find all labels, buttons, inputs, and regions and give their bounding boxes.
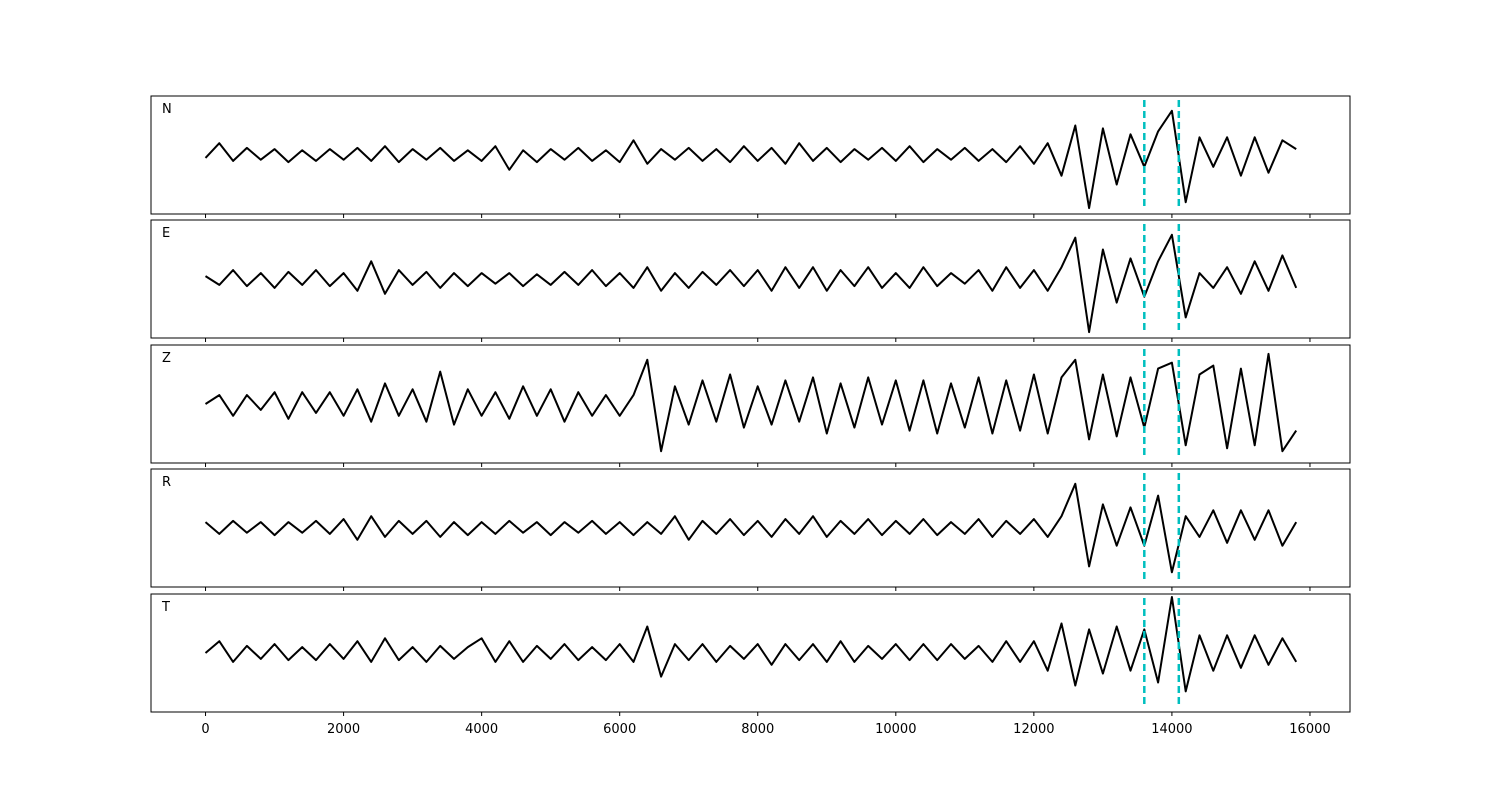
x-tick-label: 10000: [875, 722, 916, 737]
x-tick-label: 8000: [741, 722, 774, 737]
panel-frame: [150, 468, 1351, 588]
panel-frame: [150, 219, 1351, 339]
x-tick-label: 14000: [1151, 722, 1192, 737]
x-tick-label: 4000: [465, 722, 498, 737]
panel-label: R: [162, 475, 171, 490]
trace: [204, 596, 1298, 693]
trace: [204, 482, 1298, 574]
panel-label: Z: [162, 351, 171, 366]
trace: [204, 233, 1298, 334]
panel-label: N: [162, 102, 172, 117]
panel-label: T: [161, 600, 170, 615]
panel-frame: [150, 95, 1351, 215]
panel-label: E: [162, 226, 170, 241]
panel-frame: [150, 593, 1351, 713]
x-tick-label: 0: [201, 722, 209, 737]
x-tick-label: 6000: [603, 722, 636, 737]
x-tick-label: 12000: [1013, 722, 1054, 737]
x-tick-label: 16000: [1289, 722, 1330, 737]
x-tick-label: 2000: [327, 722, 360, 737]
panel-frame: [150, 344, 1351, 464]
trace: [204, 109, 1297, 210]
trace: [204, 352, 1298, 453]
